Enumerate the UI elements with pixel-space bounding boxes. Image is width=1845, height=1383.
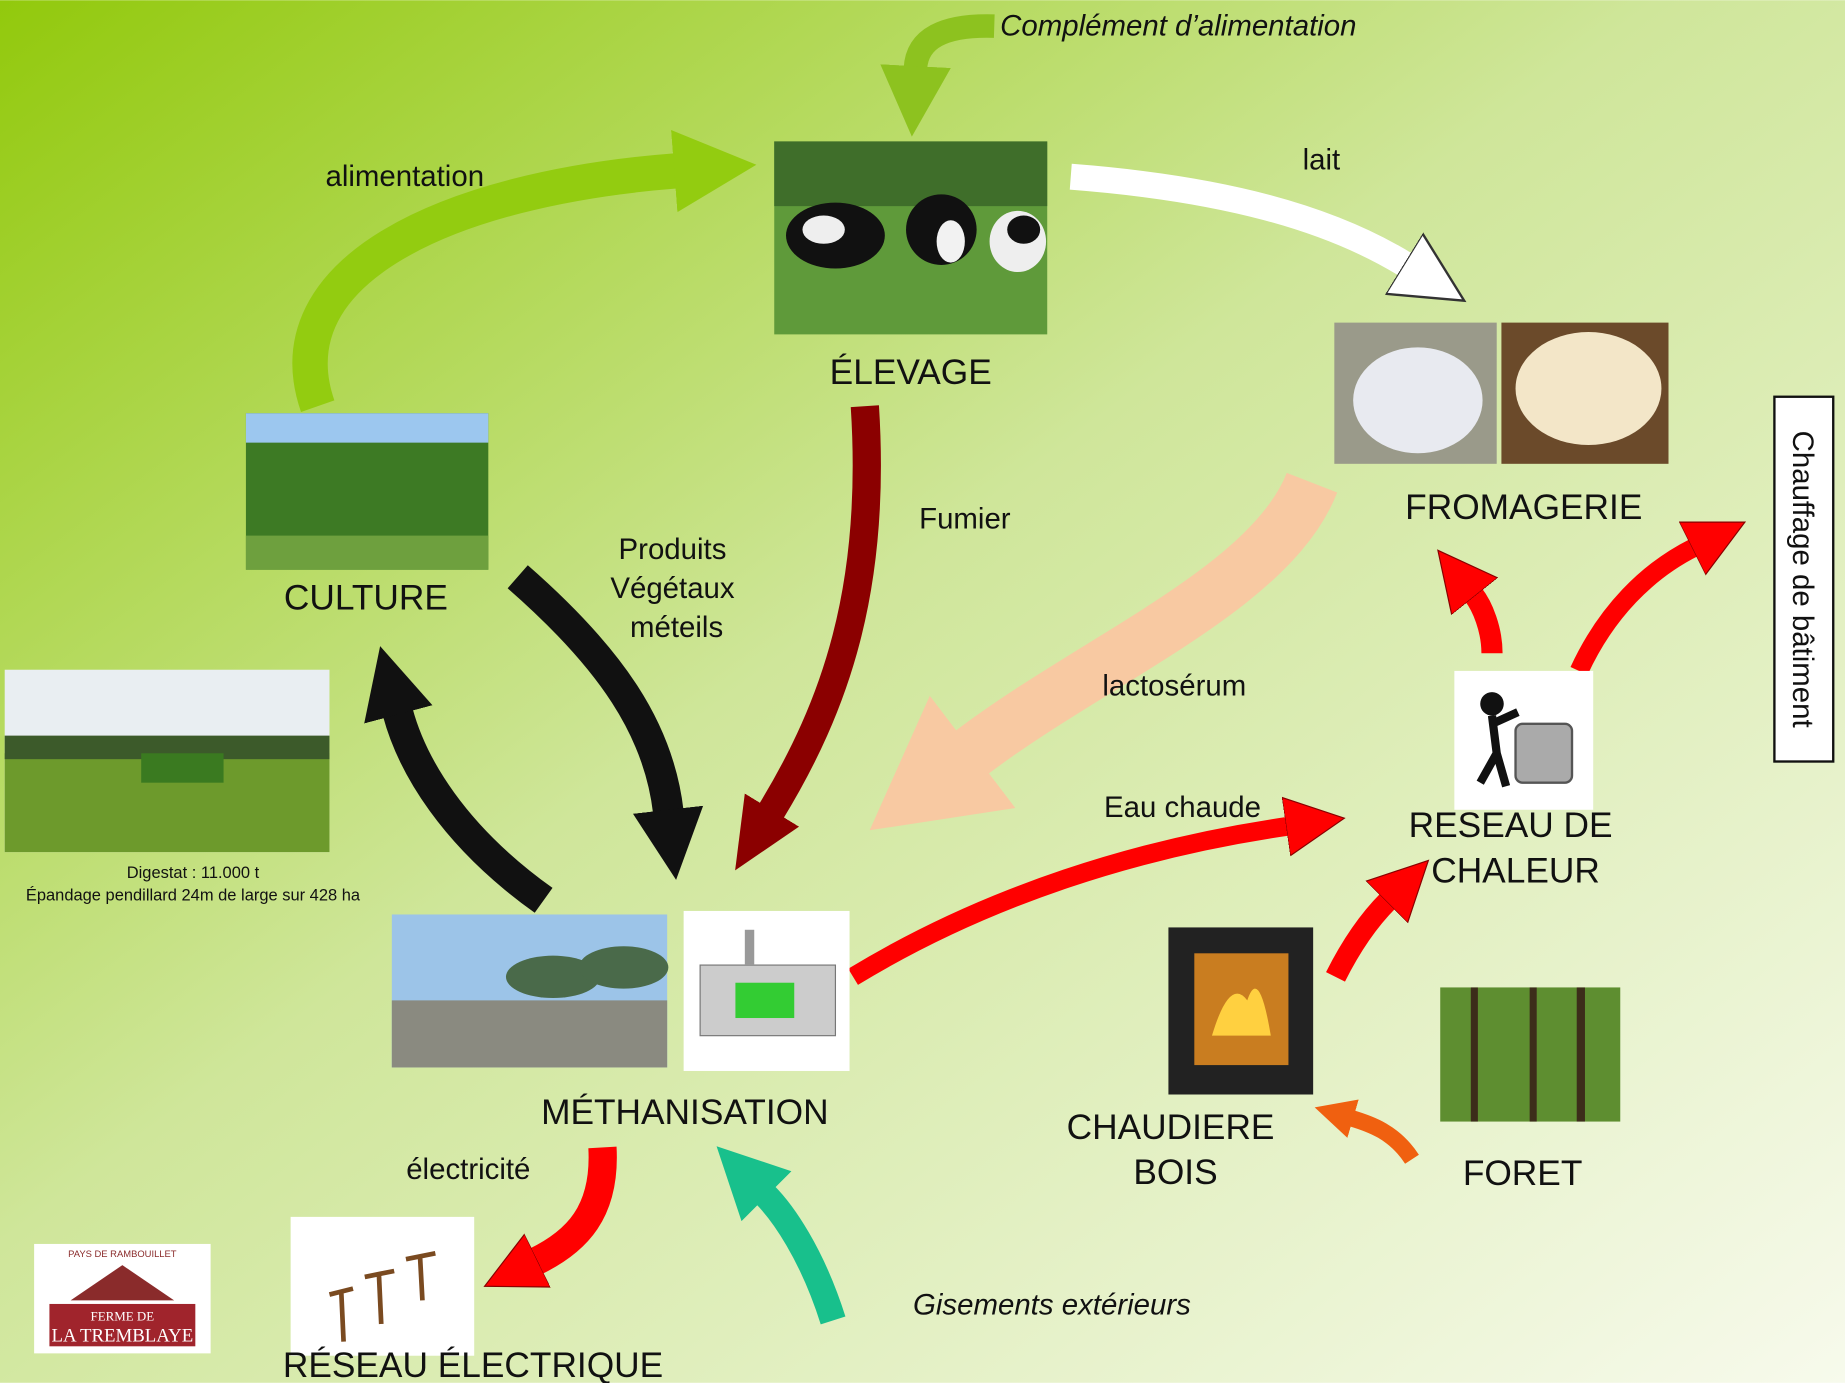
photo-field-part [141, 753, 224, 783]
arrow [848, 826, 1288, 985]
arrow [880, 14, 995, 137]
line: CHALEUR [1431, 852, 1600, 891]
photo-digester [391, 914, 669, 1068]
flow-label: alimentation [325, 160, 484, 193]
flow-label: Gisements extérieurs [913, 1289, 1191, 1322]
photo-field [4, 669, 330, 853]
photo-cows-part [1007, 215, 1041, 244]
photo-forest [1440, 987, 1621, 1122]
line: méteils [630, 611, 723, 644]
photo-cheese-part [1353, 347, 1483, 454]
arrow [507, 565, 704, 880]
logo-top: PAYS DE RAMBOUILLET [68, 1248, 177, 1259]
icon-radiator [1454, 670, 1594, 810]
node-label: FORET [1463, 1154, 1583, 1193]
node-label: CHAUDIERE BOIS [1067, 1108, 1285, 1192]
icon-power-lines [290, 1216, 475, 1356]
photo-boiler [1168, 927, 1314, 1095]
node-label: CULTURE [284, 579, 448, 618]
caption: Épandage pendillard 24m de large sur 428… [26, 885, 361, 904]
photo-corn-part [245, 535, 489, 570]
photo-cows-part [774, 141, 1048, 207]
photo-corn [245, 413, 489, 570]
photo-cows [774, 141, 1048, 335]
node-label: MÉTHANISATION [541, 1093, 829, 1132]
node-label: ÉLEVAGE [830, 353, 992, 392]
photo-digester-part [505, 955, 601, 999]
icon-power-lines-part [290, 1216, 475, 1356]
photo-engine [683, 910, 850, 1071]
logo-line: FERME DE [91, 1308, 155, 1323]
photo-forest-part [1470, 987, 1478, 1122]
arrow [1069, 163, 1406, 265]
photo-corn-part [245, 413, 489, 443]
icon-radiator-part [1514, 722, 1574, 784]
arrow [869, 471, 1338, 831]
arrow [1473, 594, 1503, 654]
flow-label: Eau chaude [1104, 791, 1261, 824]
logo-line: LA TREMBLAYE [52, 1326, 194, 1347]
node-label: RÉSEAU ÉLECTRIQUE [283, 1346, 663, 1383]
line: Produits [619, 533, 727, 566]
logo-part [49, 1303, 196, 1347]
node-label: FROMAGERIE [1405, 488, 1642, 527]
box [1773, 395, 1835, 763]
line: Végétaux [610, 572, 735, 605]
flow-label: Complément d’alimentation [1000, 10, 1356, 43]
node-label: Chauffage de bâtiment [1786, 431, 1819, 728]
flow-label: lait [1303, 144, 1341, 177]
icon-radiator-part [1476, 708, 1520, 788]
caption: Digestat : 11.000 t [127, 864, 260, 882]
flow-label: Fumier [919, 503, 1011, 536]
photo-cows-part [936, 220, 965, 263]
photo-engine-part [744, 929, 755, 966]
photo-engine-part [735, 982, 795, 1019]
flow-label: Produits Végétaux méteils [610, 533, 742, 644]
flow-label: lactosérum [1102, 670, 1246, 703]
photo-digester-part [391, 1000, 668, 1068]
flow-label: électricité [406, 1153, 530, 1186]
arrow [1314, 1099, 1419, 1164]
photo-cheese [1334, 322, 1669, 464]
line: BOIS [1133, 1153, 1217, 1192]
photo-field-part [4, 735, 330, 760]
node-label: RESEAU DE CHALEUR [1409, 806, 1623, 891]
arrow [716, 1146, 846, 1325]
arrows [292, 14, 1694, 1325]
arrow [535, 1146, 617, 1261]
photo-cheese-part [1515, 332, 1662, 445]
arrow [1326, 900, 1389, 982]
photo-forest-part [1576, 987, 1585, 1122]
photo-cows-part [802, 215, 845, 244]
logo-part [70, 1265, 175, 1301]
photo-boiler-part [1211, 988, 1271, 1036]
photo-digester-part [578, 946, 669, 989]
arrow [364, 646, 553, 913]
arrow [735, 405, 881, 871]
photo-forest-part [1529, 987, 1537, 1122]
icon-radiator-part [1480, 692, 1504, 716]
arrow [292, 129, 757, 412]
icon-power-lines-part [328, 1251, 436, 1342]
logo: PAYS DE RAMBOUILLET FERME DE LA TREMBLAY… [34, 1243, 211, 1354]
line: RESEAU DE [1409, 806, 1613, 845]
arrow [1570, 547, 1694, 675]
line: CHAUDIERE [1067, 1108, 1275, 1147]
